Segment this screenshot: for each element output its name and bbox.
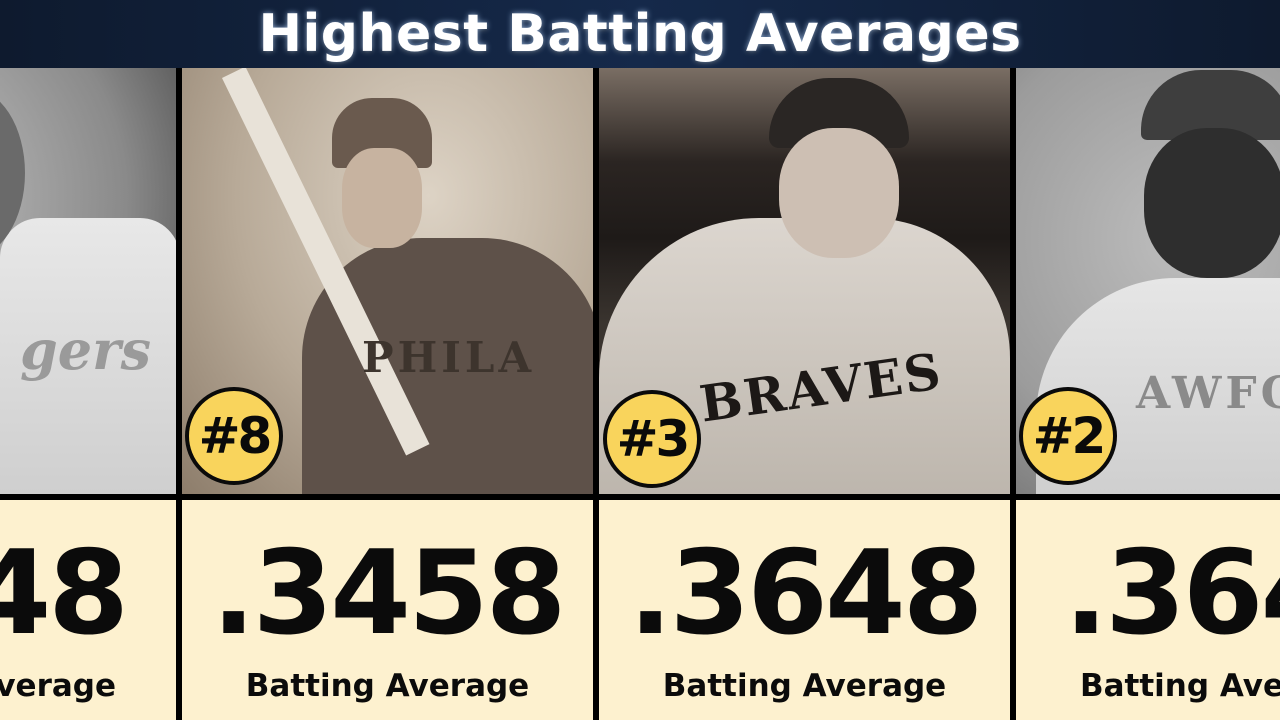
player-photo: BRAVES [599, 68, 1010, 494]
player-photo: PHILA [182, 68, 593, 494]
stat-panel: .3458 Batting Average [182, 500, 593, 720]
ranking-strip: gers 48 verage PHILA #8 .3458 Batting Av… [0, 68, 1280, 720]
rank-number: #2 [1032, 407, 1107, 465]
player-card: gers 48 verage [0, 68, 176, 720]
stat-label: Batting Average [662, 668, 947, 704]
rank-badge: #3 [603, 390, 701, 488]
player-card: BRAVES #3 .3648 Batting Average [599, 68, 1010, 720]
batting-average-value: .364 [1064, 526, 1280, 661]
player-card: PHILA #8 .3458 Batting Average [182, 68, 593, 720]
jersey-lettering: PHILA [362, 333, 536, 382]
stat-label: Batting Average [245, 668, 530, 704]
player-card: AWFO #2 .364 Batting Ave [1016, 68, 1280, 720]
rank-badge: #8 [185, 387, 283, 485]
stat-label: verage [0, 668, 116, 704]
batting-average-value: .3648 [628, 526, 984, 661]
player-photo: gers [0, 68, 176, 494]
stat-label: Batting Ave [1080, 668, 1280, 704]
header-banner: Highest Batting Averages [0, 0, 1280, 68]
stat-panel: .364 Batting Ave [1016, 500, 1280, 720]
stat-panel: .3648 Batting Average [599, 500, 1010, 720]
stat-panel: 48 verage [0, 500, 176, 720]
jersey-lettering: AWFO [1136, 368, 1280, 419]
rank-number: #8 [198, 407, 273, 465]
rank-badge: #2 [1019, 387, 1117, 485]
page-title: Highest Batting Averages [258, 4, 1022, 64]
rank-number: #3 [616, 410, 691, 468]
batting-average-value: 48 [0, 526, 129, 661]
player-photo: AWFO [1016, 68, 1280, 494]
batting-average-value: .3458 [211, 526, 567, 661]
jersey-script: gers [20, 318, 151, 382]
